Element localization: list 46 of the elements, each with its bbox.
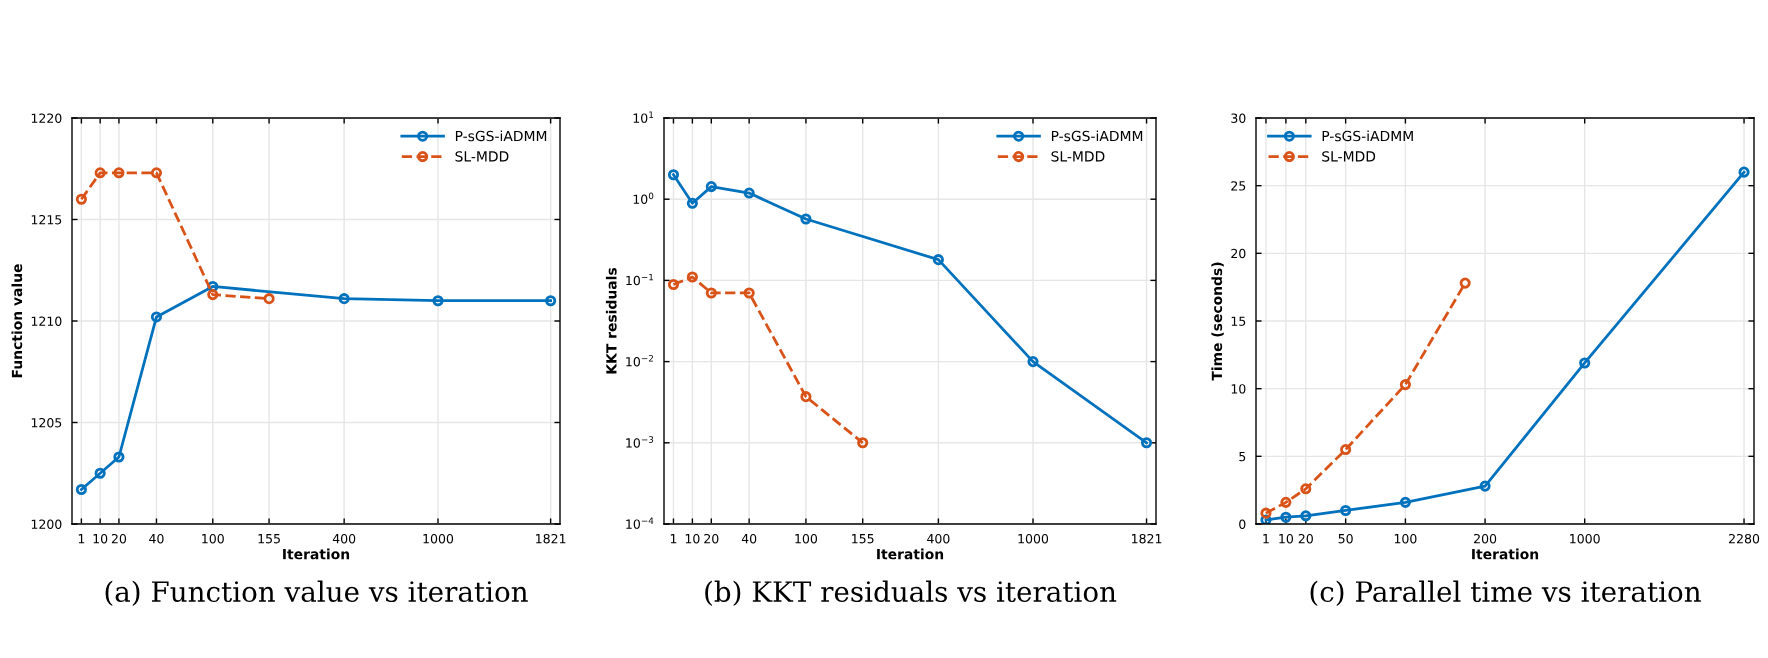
point <box>1479 480 1491 492</box>
point <box>94 167 106 179</box>
point <box>207 289 219 301</box>
point <box>1340 444 1352 456</box>
point <box>75 483 87 496</box>
point <box>207 280 219 293</box>
point <box>113 167 125 179</box>
point <box>1300 510 1312 522</box>
point <box>800 213 812 225</box>
point <box>1459 277 1471 289</box>
point <box>1280 511 1292 523</box>
point <box>1738 166 1750 178</box>
point <box>1300 483 1312 495</box>
text: (a) Function value vs iteration <box>105 580 528 606</box>
point <box>113 451 125 463</box>
point <box>932 254 944 266</box>
point <box>1399 496 1411 508</box>
point <box>150 167 163 179</box>
point <box>75 193 87 205</box>
point <box>1140 437 1153 449</box>
point <box>705 181 717 193</box>
point <box>150 311 163 323</box>
line-series <box>1260 166 1750 524</box>
text: (c) Parallel time vs iteration <box>1310 580 1701 606</box>
text: (b) KKT residuals vs iteration <box>705 580 1117 606</box>
point <box>686 271 698 283</box>
point <box>432 295 444 307</box>
point <box>1027 356 1039 368</box>
point <box>743 287 755 299</box>
point <box>857 437 869 449</box>
point <box>1579 357 1591 369</box>
point <box>1260 514 1272 524</box>
point <box>686 197 698 209</box>
point <box>1260 507 1272 519</box>
point <box>1399 379 1411 391</box>
point <box>667 169 680 181</box>
point <box>1340 504 1352 517</box>
point <box>1280 496 1292 508</box>
point <box>94 467 106 479</box>
point <box>338 293 350 305</box>
point <box>263 293 275 305</box>
point <box>705 287 717 299</box>
point <box>743 187 755 199</box>
point <box>545 295 557 307</box>
point <box>800 391 812 403</box>
point <box>667 278 680 291</box>
